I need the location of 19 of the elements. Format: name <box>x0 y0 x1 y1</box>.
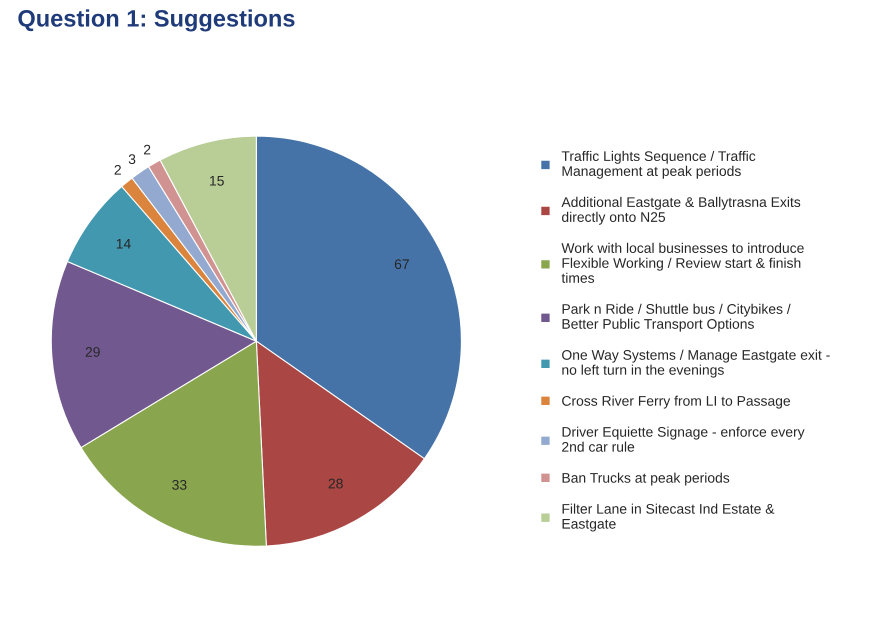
data-label: 2 <box>114 164 121 175</box>
legend-label: Filter Lane in Sitecast Ind Estate & Eastgate <box>562 504 774 532</box>
data-label: 28 <box>328 478 343 489</box>
legend-label: Ban Trucks at peak periods <box>562 472 730 486</box>
data-label: 33 <box>172 480 186 490</box>
data-label: 3 <box>128 154 136 164</box>
legend-label: One Way Systems / Manage Eastgate exit - no left turn in the evenings <box>562 350 830 378</box>
data-label: 15 <box>210 176 224 186</box>
legend-label: Driver Equiette Signage - enforce every 2nd car rule <box>562 426 805 452</box>
data-label: 14 <box>116 238 131 249</box>
legend-label: Additional Eastgate & Ballytrasna Exits directly onto N25 <box>561 196 800 225</box>
legend-label: Traffic Lights Sequence / Traffic Management at peak periods <box>562 150 756 179</box>
legend-label: Cross River Ferry from LI to Passage <box>562 396 790 409</box>
legend-label: Park n Ride / Shuttle bus / Citybikes / Better Public Transport Options <box>562 304 791 332</box>
data-label: 2 <box>144 144 150 154</box>
legend-label: Work with local businesses to introduce Flexible Working / Review start & finish times <box>561 242 804 283</box>
chart-title: Question 1: Suggestions <box>18 9 295 32</box>
data-label: 29 <box>86 347 100 357</box>
data-label: 67 <box>394 259 409 270</box>
